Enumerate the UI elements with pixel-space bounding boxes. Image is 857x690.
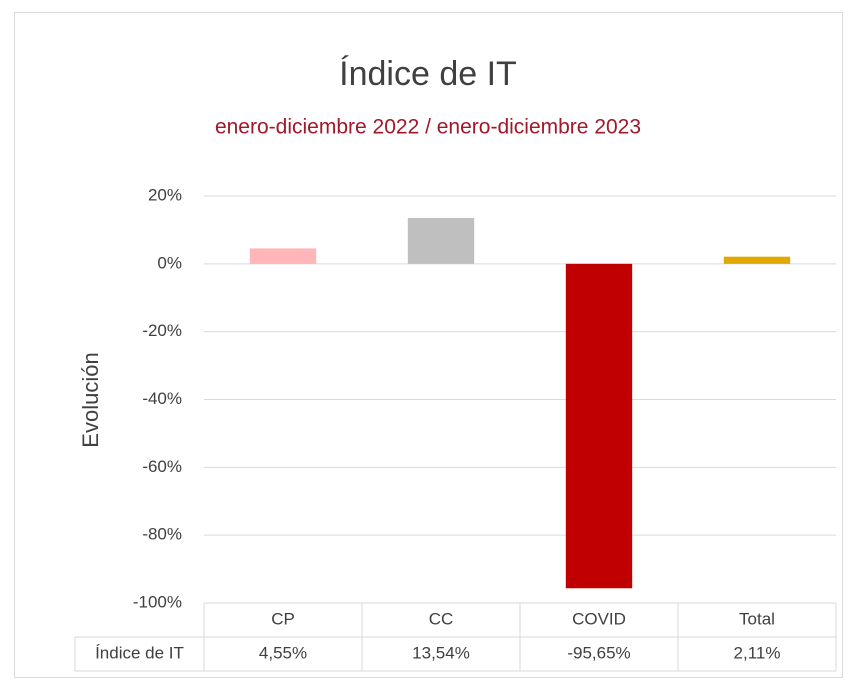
y-tick-label: 20%	[148, 185, 182, 204]
bar	[407, 217, 475, 264]
y-tick-label: -100%	[133, 592, 182, 611]
y-tick-label: 0%	[157, 253, 182, 272]
y-tick-label: -40%	[142, 389, 182, 408]
chart-title: Índice de IT	[339, 55, 517, 93]
x-tick-label: CP	[271, 609, 295, 628]
bar	[723, 256, 791, 264]
y-tick-label: -80%	[142, 525, 182, 544]
table-series-name: Índice de IT	[95, 643, 184, 662]
y-tick-label: -20%	[142, 321, 182, 340]
bar	[249, 248, 317, 264]
bar	[565, 263, 633, 589]
y-axis-title: Evolución	[78, 352, 103, 447]
table-value: 4,55%	[259, 643, 307, 662]
chart-subtitle: enero-diciembre 2022 / enero-diciembre 2…	[215, 116, 641, 139]
x-tick-label: COVID	[572, 609, 626, 628]
chart-frame	[14, 12, 843, 678]
table-value: 13,54%	[412, 643, 470, 662]
table-value: -95,65%	[567, 643, 630, 662]
x-tick-label: Total	[739, 609, 775, 628]
y-tick-label: -60%	[142, 457, 182, 476]
x-tick-label: CC	[429, 609, 454, 628]
table-value: 2,11%	[734, 643, 781, 662]
